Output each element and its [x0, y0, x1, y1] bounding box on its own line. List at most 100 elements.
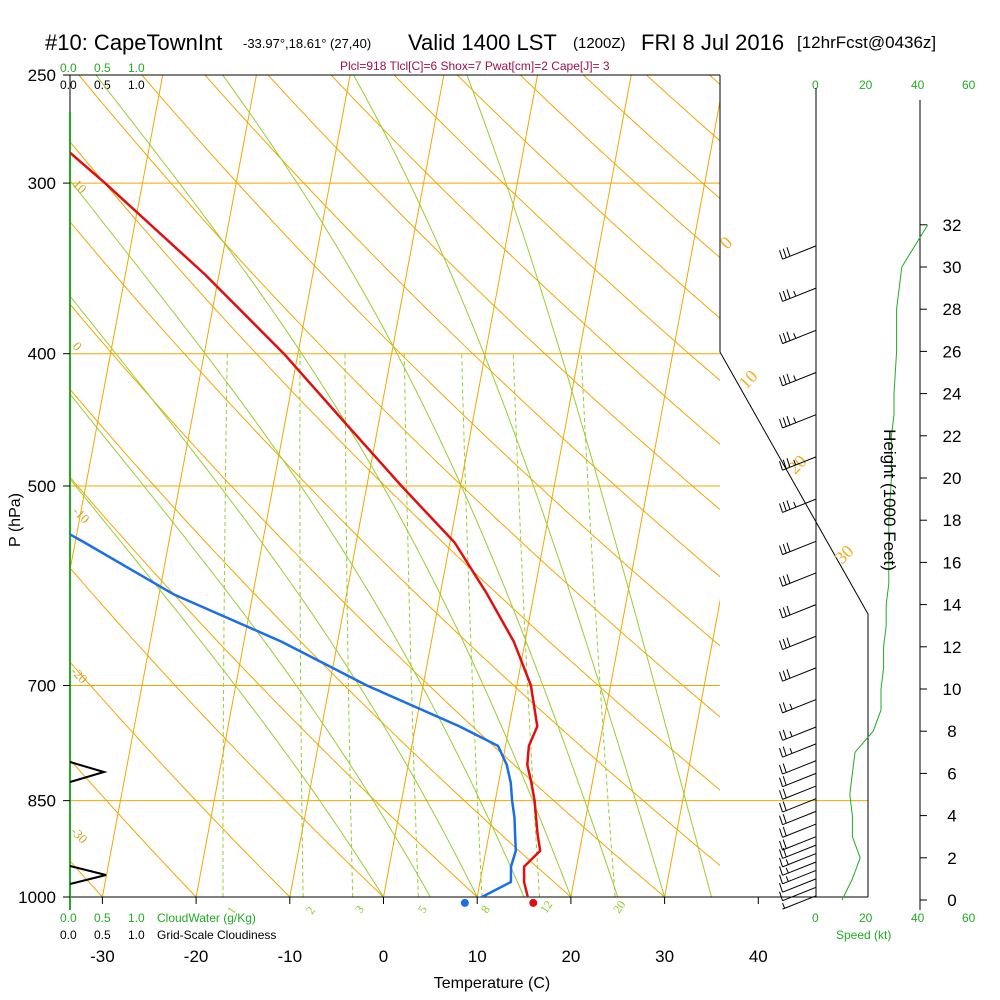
- pressure-tick-label: 250: [28, 66, 56, 85]
- dry-adiabat-line: [70, 221, 720, 867]
- speed-top-label-3: 60: [962, 78, 976, 92]
- cloudwater-label: CloudWater (g/Kg): [157, 911, 256, 925]
- x-tick-label: -10: [278, 947, 303, 966]
- height-tick-label: 16: [943, 553, 962, 572]
- wind-barb: [779, 245, 817, 260]
- isotherm-line: [70, 75, 164, 573]
- isotherm-label: 10: [70, 177, 90, 197]
- x-tick-label: 30: [655, 947, 674, 966]
- wind-barb: [779, 785, 817, 800]
- isotherm-line: [289, 75, 445, 897]
- wind-speed-profile: [841, 224, 929, 901]
- x-tick-label: 0: [379, 947, 388, 966]
- x-tick-label: 20: [561, 947, 580, 966]
- dry-adiabat-line: [204, 75, 720, 578]
- cloud-scale-bottom: 0.0 0.5 1.0 CloudWater (g/Kg) 0.0 0.5 1.…: [60, 911, 276, 942]
- wind-barb: [779, 878, 817, 893]
- isotherm-label: 0: [70, 339, 85, 354]
- stability-indices: Plcl=918 Tlcl[C]=6 Shox=7 Pwat[cm]=2 Cap…: [340, 59, 610, 73]
- isotherm-label: -20: [68, 664, 91, 687]
- height-tick-label: 20: [943, 469, 962, 488]
- cloud-black-label-0: 0.0: [60, 78, 77, 92]
- height-tick-label: 14: [943, 596, 962, 615]
- dry-adiabat-line: [70, 860, 104, 897]
- title-station: #10: CapeTownInt: [45, 30, 222, 55]
- moist-adiabat-line: [70, 295, 478, 897]
- isotherm-label: -10: [70, 504, 93, 527]
- wind-barb: [779, 810, 817, 826]
- wind-barb: [779, 498, 817, 513]
- wind-barb: [779, 604, 817, 619]
- mixing-ratio-label: 8: [478, 903, 493, 916]
- wind-barb: [779, 836, 817, 851]
- pressure-tick-label: 1000: [18, 888, 56, 907]
- speed-bottom-label-3: 60: [962, 911, 976, 925]
- wind-barb: [779, 635, 817, 651]
- isotherm-label: 30: [831, 541, 858, 568]
- mixing-ratio-line: [403, 353, 419, 897]
- speed-top-label-2: 40: [911, 78, 925, 92]
- wind-barb: [779, 798, 817, 813]
- frame-right: [719, 75, 869, 897]
- height-tick-label: 0: [947, 891, 956, 910]
- wind-barb: [782, 895, 817, 910]
- isotherm-label: -30: [68, 824, 91, 847]
- dry-adiabat-line: [708, 75, 720, 86]
- isotherm-line: [664, 598, 720, 897]
- height-tick-label: 26: [943, 342, 962, 361]
- x-tick-label: 10: [468, 947, 487, 966]
- pressure-tick-label: 850: [28, 792, 56, 811]
- moist-adiabat-line: [222, 75, 619, 897]
- speed-top-label-1: 20: [859, 78, 873, 92]
- cloud-marker: [69, 761, 108, 783]
- dry-adiabat-line: [456, 75, 720, 320]
- height-tick-label: 28: [943, 300, 962, 319]
- surface-dewpoint-point: [460, 898, 469, 907]
- dry-adiabat-line: [141, 75, 720, 647]
- surface-temperature-point: [529, 898, 538, 907]
- height-tick-label: 24: [943, 385, 962, 404]
- isotherm-line: [0, 0, 94, 926]
- moist-adiabat-line: [353, 75, 666, 897]
- dry-adiabat-line: [70, 758, 197, 897]
- isotherm-label: 0: [716, 232, 737, 253]
- mixing-ratio-lines: [222, 353, 616, 897]
- x-tick-label: -20: [184, 947, 209, 966]
- height-tick-label: 4: [947, 807, 956, 826]
- dry-adiabat-line: [70, 141, 720, 791]
- isotherm-line: [195, 75, 351, 897]
- height-tick-label: 8: [947, 722, 956, 741]
- wind-barb: [779, 572, 817, 587]
- pressure-tick-label: 700: [28, 677, 56, 696]
- cloud-black-label-2: 1.0: [128, 78, 145, 92]
- cloudiness-label: Grid-Scale Cloudiness: [157, 928, 276, 942]
- cloud-black-bottom-0: 0.0: [60, 928, 77, 942]
- plot-frame: [69, 74, 921, 910]
- title-utc: (1200Z): [573, 35, 626, 52]
- wind-barb: [779, 861, 817, 876]
- mixing-ratio-line: [461, 353, 483, 897]
- isotherm-line: [382, 75, 539, 897]
- moist-adiabat-line: [70, 393, 431, 897]
- dewpoint-line: [70, 533, 518, 897]
- speed-scale: 0 20 40 60 0 20 40 60 Speed (kt): [812, 78, 976, 942]
- x-tick-label: -30: [90, 947, 115, 966]
- isotherm-line: [101, 75, 257, 897]
- cloud-green-label-2: 1.0: [128, 61, 145, 75]
- cloud-green-label-1: 0.5: [94, 61, 111, 75]
- dry-adiabat-line: [330, 75, 720, 445]
- wind-barb: [779, 456, 817, 471]
- cloud-marker: [69, 865, 107, 885]
- speed-bottom-label-2: 40: [911, 911, 925, 925]
- wind-barb: [779, 823, 817, 838]
- wind-barb: [779, 540, 817, 556]
- cloud-black-label-1: 0.5: [94, 78, 111, 92]
- height-axis-title: Height (1000 Feet): [880, 429, 899, 571]
- title-date: FRI 8 Jul 2016: [641, 30, 784, 55]
- wind-barb: [779, 329, 817, 345]
- height-tick-label: 32: [943, 216, 962, 235]
- wind-barb: [779, 869, 817, 885]
- pressure-axis-ticks: 250 300 400 500 700 850 1000: [18, 66, 70, 907]
- isobar-lines: [70, 182, 868, 898]
